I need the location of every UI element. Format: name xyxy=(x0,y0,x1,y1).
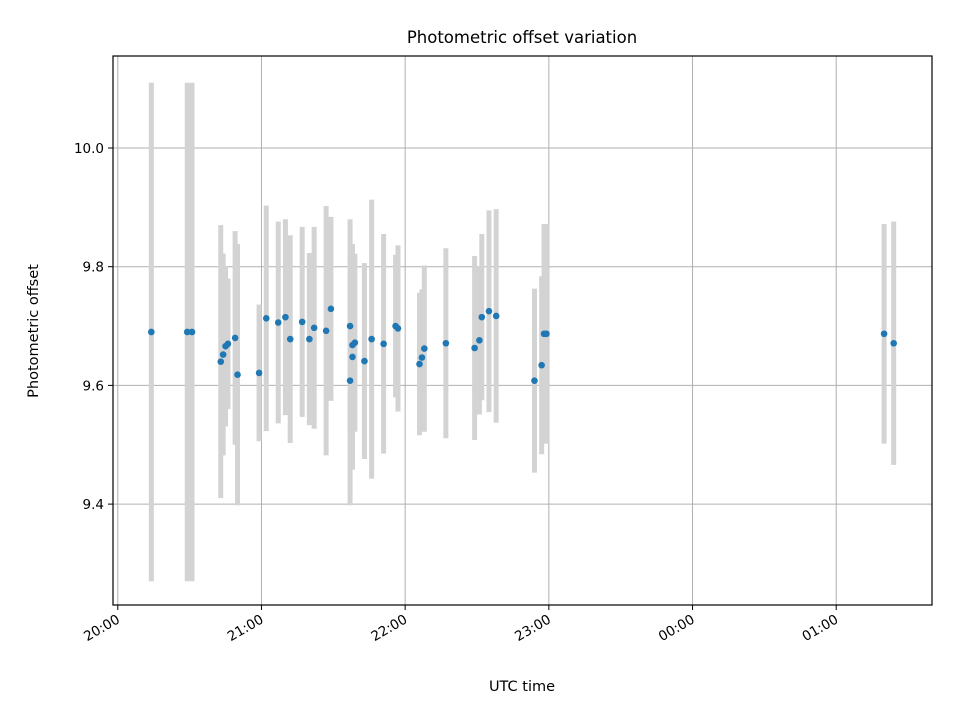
data-point xyxy=(282,313,289,321)
data-point xyxy=(188,328,196,336)
data-point xyxy=(346,322,354,330)
data-point xyxy=(217,358,225,365)
y-axis-label: Photometric offset xyxy=(26,264,42,398)
data-point xyxy=(418,354,426,361)
data-point xyxy=(478,313,486,321)
data-point xyxy=(346,377,354,384)
data-point xyxy=(327,305,335,313)
y-tick-label: 9.4 xyxy=(83,497,104,513)
point-layer xyxy=(148,305,897,384)
plot-frame xyxy=(112,55,933,606)
data-point xyxy=(224,340,232,348)
data-point xyxy=(485,307,493,315)
y-tick-label: 9.6 xyxy=(83,378,104,394)
data-point xyxy=(368,335,375,343)
data-point xyxy=(219,351,227,358)
chart-title: Photometric offset variation xyxy=(407,28,637,47)
y-tick-label: 9.8 xyxy=(83,260,104,276)
data-point xyxy=(148,328,155,336)
data-point xyxy=(880,330,888,338)
data-point xyxy=(471,344,478,352)
data-point xyxy=(310,324,318,332)
data-point xyxy=(183,328,191,336)
data-point xyxy=(255,369,263,377)
data-point xyxy=(543,330,550,338)
data-point xyxy=(394,325,402,332)
y-tick-label: 10.0 xyxy=(74,141,104,157)
data-point xyxy=(351,339,359,346)
data-point xyxy=(322,327,330,335)
data-point xyxy=(890,339,897,347)
data-point xyxy=(492,312,500,320)
data-point xyxy=(298,318,306,326)
data-point xyxy=(231,334,239,342)
data-point xyxy=(476,336,483,344)
data-point xyxy=(306,335,313,343)
data-point xyxy=(349,353,356,361)
data-point xyxy=(421,345,428,352)
data-point xyxy=(234,371,241,379)
data-point xyxy=(262,315,270,322)
data-point xyxy=(380,340,387,348)
data-point xyxy=(274,319,282,326)
x-axis-label: UTC time xyxy=(489,679,555,695)
data-point xyxy=(531,377,538,384)
data-point xyxy=(442,339,450,347)
data-point xyxy=(416,360,423,368)
data-point xyxy=(361,357,368,365)
data-point xyxy=(286,335,294,343)
data-point xyxy=(538,361,545,369)
